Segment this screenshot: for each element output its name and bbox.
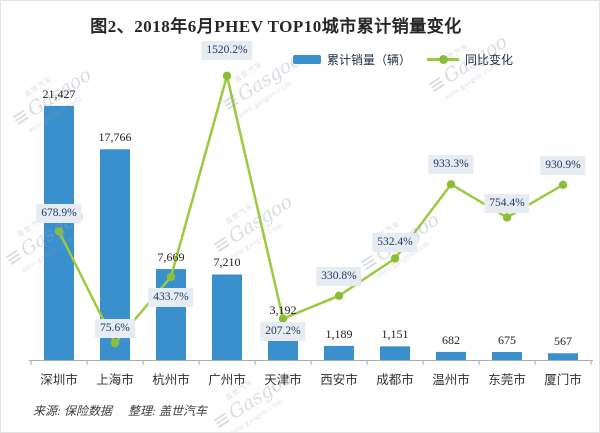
source-note: 来源: 保险数据 整理: 盖世汽车 xyxy=(33,402,223,419)
chart-title: 图2、2018年6月PHEV TOP10城市累计销量变化 xyxy=(90,17,462,36)
bar-成都市 xyxy=(380,346,410,360)
data-point-marker xyxy=(390,254,400,263)
chart-legend: 累计销量（辆） 同比变化 xyxy=(293,51,513,68)
data-point-marker xyxy=(166,272,176,281)
data-point-marker xyxy=(502,213,512,222)
data-point-marker xyxy=(54,227,64,236)
bar-series-swatch-icon xyxy=(293,55,321,64)
bar-杭州市 xyxy=(156,269,186,360)
bar-上海市 xyxy=(100,149,130,360)
bar-温州市 xyxy=(436,351,466,360)
data-point-marker xyxy=(334,291,344,301)
data-point-marker xyxy=(446,180,456,189)
bar-西安市 xyxy=(324,345,354,360)
data-point-marker xyxy=(558,180,568,189)
legend-line-label: 同比变化 xyxy=(465,53,514,67)
bar-东莞市 xyxy=(492,351,522,360)
data-point-marker xyxy=(278,314,288,323)
legend-bar-label: 累计销量（辆） xyxy=(327,53,412,67)
line-series-swatch-icon xyxy=(427,55,460,64)
bar-天津市 xyxy=(268,322,298,360)
data-point-marker xyxy=(110,338,120,348)
source-text: 来源: 保险数据 xyxy=(33,404,112,418)
data-point-marker xyxy=(222,71,232,80)
editor-text: 整理: 盖世汽车 xyxy=(128,404,207,418)
line-marker-icon xyxy=(439,55,449,64)
bar-厦门市 xyxy=(548,353,578,360)
bar-广州市 xyxy=(212,274,242,360)
yoy-change-line xyxy=(57,74,564,345)
